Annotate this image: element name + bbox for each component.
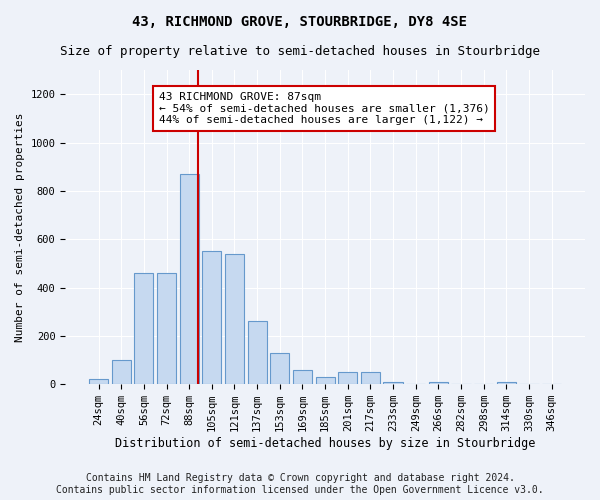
Text: Contains HM Land Registry data © Crown copyright and database right 2024.
Contai: Contains HM Land Registry data © Crown c… — [56, 474, 544, 495]
Bar — [316, 377, 335, 384]
Bar — [179, 174, 199, 384]
Bar — [248, 322, 267, 384]
X-axis label: Distribution of semi-detached houses by size in Stourbridge: Distribution of semi-detached houses by … — [115, 437, 535, 450]
Bar — [429, 382, 448, 384]
Bar — [225, 254, 244, 384]
Bar — [270, 353, 289, 384]
Bar — [89, 380, 108, 384]
Bar — [293, 370, 312, 384]
Text: 43 RICHMOND GROVE: 87sqm
← 54% of semi-detached houses are smaller (1,376)
44% o: 43 RICHMOND GROVE: 87sqm ← 54% of semi-d… — [159, 92, 490, 125]
Text: 43, RICHMOND GROVE, STOURBRIDGE, DY8 4SE: 43, RICHMOND GROVE, STOURBRIDGE, DY8 4SE — [133, 15, 467, 29]
Bar — [361, 372, 380, 384]
Y-axis label: Number of semi-detached properties: Number of semi-detached properties — [15, 112, 25, 342]
Bar — [338, 372, 358, 384]
Bar — [157, 273, 176, 384]
Bar — [497, 382, 516, 384]
Text: Size of property relative to semi-detached houses in Stourbridge: Size of property relative to semi-detach… — [60, 45, 540, 58]
Bar — [202, 252, 221, 384]
Bar — [134, 273, 154, 384]
Bar — [383, 382, 403, 384]
Bar — [112, 360, 131, 384]
